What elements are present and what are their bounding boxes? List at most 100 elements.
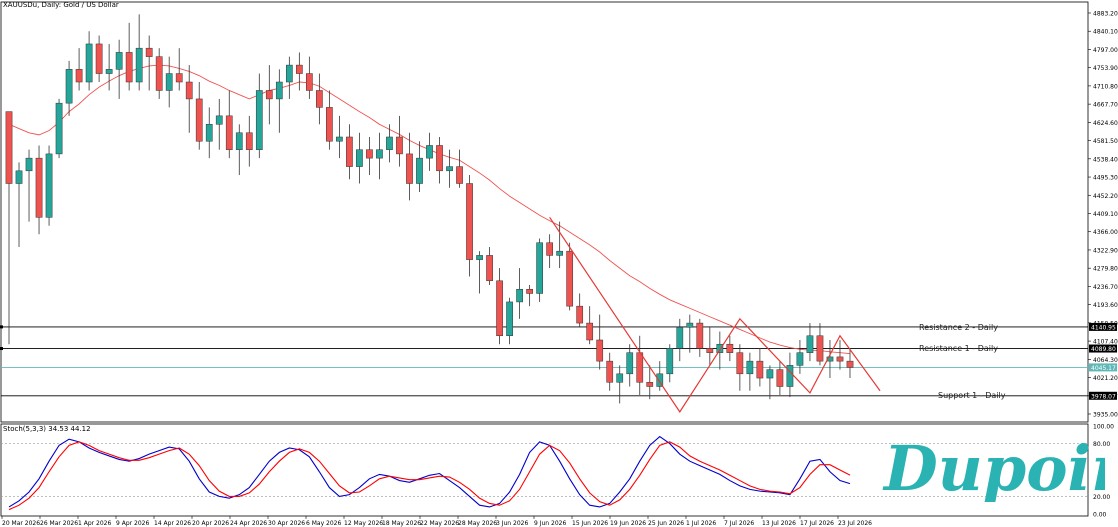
y-tick-label: 4366.00 [1093,229,1118,236]
candle-body [265,90,273,100]
y-tick-label: 4753.90 [1093,65,1118,72]
candle-body [95,43,103,74]
x-tick-label: 15 Jun 2026 [572,520,608,527]
candle-body [235,132,243,150]
y-tick-label: 3935.00 [1093,412,1118,419]
candle-body [506,301,513,337]
candle-body [5,111,13,184]
candle-body [316,90,323,108]
x-tick-label: 26 Mar 2026 [40,520,78,527]
resistance2-tag: 4140.95 [1091,324,1116,331]
candle-body [786,365,794,387]
candle-body [576,305,584,324]
candle-body [456,166,463,184]
y-tick-label: 4495.30 [1093,175,1118,182]
candle-body [446,166,453,172]
candle-body [536,242,543,294]
y-tick-label: 4452.20 [1093,193,1118,200]
candle-body [686,322,694,328]
candles [5,14,854,404]
stoch-axis-label: 0.00 [1093,512,1107,519]
y-tick-label: 4236.70 [1093,284,1118,291]
price-axis: 4883.20 4840.10 4797.00 4753.90 4710.80 4667.… [1088,10,1118,419]
current-tag: 4045.17 [1091,365,1116,372]
chart-title: XAUUSDu, Daily: Gold / US Dollar [3,1,119,9]
x-tick-label: 28 May 2026 [458,520,497,527]
candle-body [105,69,113,74]
x-tick-label: 14 Apr 2026 [154,520,191,527]
candle-body [55,102,63,155]
candle-body [185,81,193,100]
stoch-axis-label: 80.00 [1093,441,1110,448]
candle-body [466,183,473,260]
candle-body [766,369,774,379]
candle-body [225,115,233,150]
candle-body [75,69,83,83]
x-tick-label: 30 Apr 2026 [268,520,305,527]
candle-body [45,153,53,218]
support1-tag: 3978.07 [1091,393,1116,400]
candle-body [666,348,674,375]
candle-body [716,343,724,353]
candle-body [346,136,353,167]
stoch-axis-label: 100.00 [1093,424,1114,431]
candle-body [115,52,123,70]
stoch-axis-label: 20.00 [1093,494,1110,501]
candle-body [796,352,804,366]
x-tick-label: 7 Jul 2026 [724,520,754,527]
y-tick-label: 4193.60 [1093,302,1118,309]
candle-body [756,360,764,379]
x-tick-label: 13 Jul 2026 [762,520,796,527]
candle-body [496,280,503,337]
y-tick-label: 4322.90 [1093,247,1118,254]
resistance2-marker [0,325,3,329]
candle-body [736,352,744,375]
x-tick-label: 12 May 2026 [344,520,383,527]
candle-body [426,145,433,159]
resistance-2-label: Resistance 2 - Daily [919,323,998,332]
candle-body [285,64,293,83]
candle-body [826,356,834,362]
candle-body [85,43,93,83]
candle-body [476,255,483,260]
candle-body [135,47,143,83]
support1-tag-bg [1089,391,1117,400]
candle-body [816,335,824,362]
x-tick-label: 20 Mar 2026 [2,520,40,527]
candle-body [215,115,223,125]
y-tick-label: 4021.20 [1093,375,1118,382]
candle-body [386,136,393,150]
current-tag-bg [1089,363,1117,372]
y-tick-label: 4710.80 [1093,83,1118,90]
candle-body [356,149,363,167]
candle-body [275,81,283,100]
candle-body [636,352,644,383]
x-tick-label: 23 Jul 2026 [838,520,872,527]
candle-body [35,157,43,218]
candle-body [526,288,533,294]
y-tick-label: 4797.00 [1093,47,1118,54]
price-tags: 4140.95 4089.80 4045.17 3978.07 [0,322,1117,400]
y-tick-label: 4581.50 [1093,138,1118,145]
candle-body [255,90,263,150]
candle-body [516,288,523,303]
resistance1-marker [0,347,3,351]
x-tick-label: 1 Jul 2026 [686,520,716,527]
candle-body [175,73,183,83]
candle-body [836,356,844,362]
x-tick-label: 18 May 2026 [382,520,421,527]
candle-body [155,56,163,91]
candle-body [606,360,614,383]
candle-body [486,255,493,282]
x-tick-label: 9 Apr 2026 [116,520,149,527]
candle-body [65,69,73,104]
level-lines [1,326,1088,397]
x-tick-label: 25 Jun 2026 [648,520,684,527]
resistance2-tag-bg [1089,322,1117,331]
candle-body [556,250,564,256]
candle-body [366,149,373,159]
candle-body [195,98,203,142]
x-tick-label: 20 Apr 2026 [192,520,229,527]
candle-body [295,64,303,74]
